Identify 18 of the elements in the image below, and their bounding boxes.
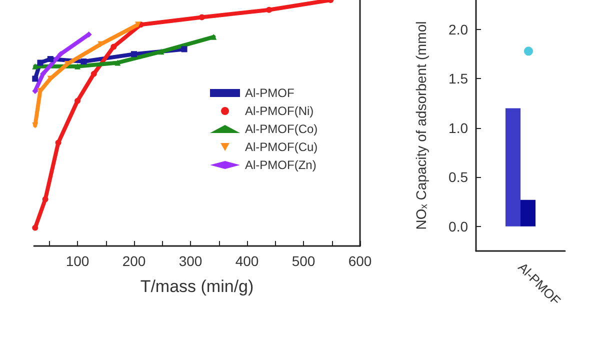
y-tick-label: 1.5 [448, 70, 468, 87]
y-tick-label: 1.0 [448, 120, 468, 136]
x-tick-label: 500 [292, 253, 316, 269]
y-tick-label: 2.0 [448, 22, 468, 38]
x-tick-label: 300 [178, 253, 202, 269]
legend-label: Al-PMOF(Ni) [245, 104, 314, 118]
x-tick-label: 400 [235, 253, 259, 269]
x-tick-label: 600 [348, 253, 372, 269]
legend-label: Al-PMOF(Cu) [245, 140, 318, 154]
y-tick-label: 0.0 [448, 218, 468, 234]
y-tick-label: 0.5 [448, 169, 468, 186]
x-tick-label: 100 [66, 253, 90, 269]
x-tick-label: 200 [122, 253, 146, 269]
legend-label: Al-PMOF(Co) [245, 122, 318, 136]
x-axis-title: T/mass (min/g) [140, 277, 254, 296]
legend-label: Al-PMOF(Zn) [245, 158, 316, 172]
y-axis-title: NOₓ Capacity of adsorbent (mmol [413, 21, 429, 230]
legend-label: Al-PMOF [245, 86, 294, 100]
